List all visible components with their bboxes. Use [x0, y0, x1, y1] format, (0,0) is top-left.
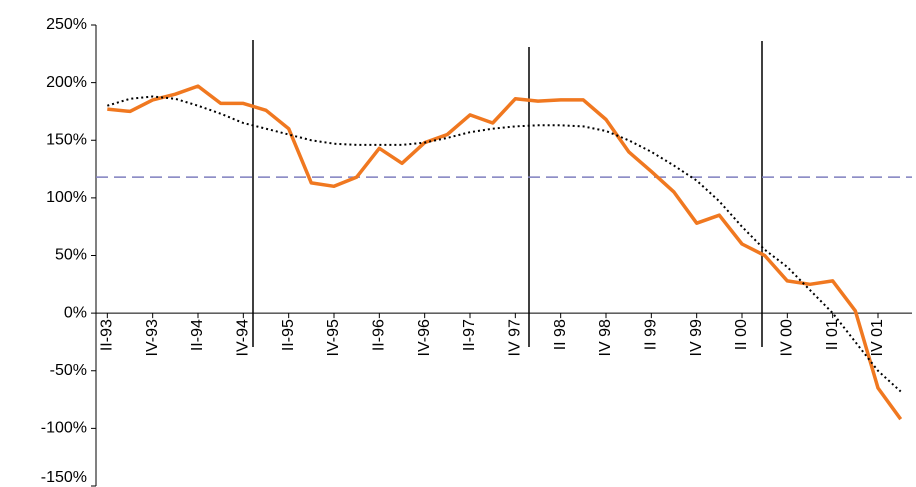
y-tick-label: 150% [46, 131, 87, 148]
y-tick-label: -100% [41, 420, 87, 437]
series-line [107, 84, 903, 421]
y-tick-label: -150% [41, 469, 87, 486]
x-tick-label: II 98 [552, 319, 569, 350]
x-tick-label: II 99 [643, 319, 660, 350]
x-tick-label: IV 00 [779, 319, 796, 356]
x-tick-label: II-94 [189, 319, 206, 351]
series-line [107, 95, 902, 393]
x-tick-label: IV-95 [325, 319, 342, 356]
x-tick-label: II-93 [99, 319, 116, 351]
x-tick-label: IV-94 [235, 319, 252, 356]
x-tick-label: IV-93 [144, 319, 161, 356]
x-tick-label: IV 97 [507, 319, 524, 356]
x-tick-label: II-96 [371, 319, 388, 351]
x-tick-label: IV-96 [416, 319, 433, 356]
y-tick-label: 50% [55, 247, 87, 264]
y-tick-label: 200% [46, 74, 87, 91]
x-tick-label: II 01 [824, 319, 841, 350]
y-tick-label: 100% [46, 189, 87, 206]
x-tick-label: IV 01 [869, 319, 886, 356]
x-tick-label: II 00 [733, 319, 750, 350]
y-tick-label: 250% [46, 16, 87, 33]
x-tick-label: II-95 [280, 319, 297, 351]
x-tick-label: IV 98 [597, 319, 614, 356]
y-tick-label: 0% [64, 304, 87, 321]
y-tick-label: -50% [50, 362, 87, 379]
x-tick-label: IV 99 [688, 319, 705, 356]
x-tick-label: II-97 [461, 319, 478, 351]
